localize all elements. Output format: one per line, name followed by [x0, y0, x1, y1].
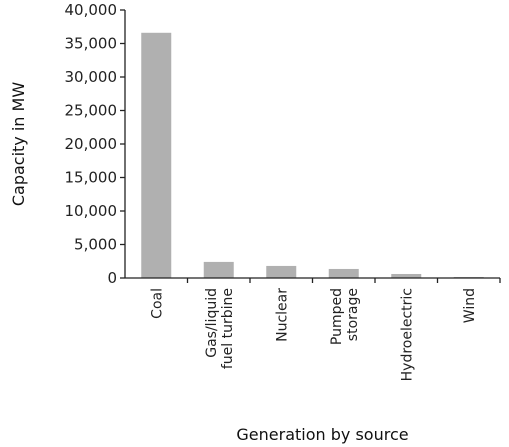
x-tick-label: Pumpedstorage	[329, 288, 361, 345]
x-tick-label: Gas/liquidfuel turbine	[204, 288, 236, 369]
bar	[203, 261, 234, 278]
bar	[141, 32, 172, 278]
y-tick-label: 5,000	[74, 236, 117, 254]
bars	[141, 32, 484, 278]
x-axis-tick-labels: Coal Gas/liquidfuel turbine Nuclear Pumpeds…	[149, 278, 501, 381]
y-tick-label: 30,000	[65, 68, 118, 86]
x-tick-label: Wind	[462, 288, 478, 323]
x-tick-label: Nuclear	[274, 288, 290, 342]
bar	[328, 268, 359, 278]
x-tick-label: Hydroelectric	[399, 288, 415, 381]
bar	[391, 273, 422, 278]
y-tick-label: 35,000	[65, 35, 118, 53]
y-tick-label: 40,000	[65, 1, 118, 19]
y-tick-label: 20,000	[65, 135, 118, 153]
y-tick-label: 25,000	[65, 102, 118, 120]
y-tick-label: 15,000	[65, 169, 118, 187]
x-tick-label: Coal	[149, 288, 165, 319]
x-axis-title: Generation by source	[236, 425, 408, 444]
y-axis-ticks: 0 5,000 10,000 15,000 20,000 25,000 30,000 35,0…	[65, 1, 125, 287]
y-tick-label: 0	[107, 269, 117, 287]
bar	[266, 265, 297, 278]
y-axis-title: Capacity in MW	[9, 82, 28, 206]
y-tick-label: 10,000	[65, 202, 118, 220]
